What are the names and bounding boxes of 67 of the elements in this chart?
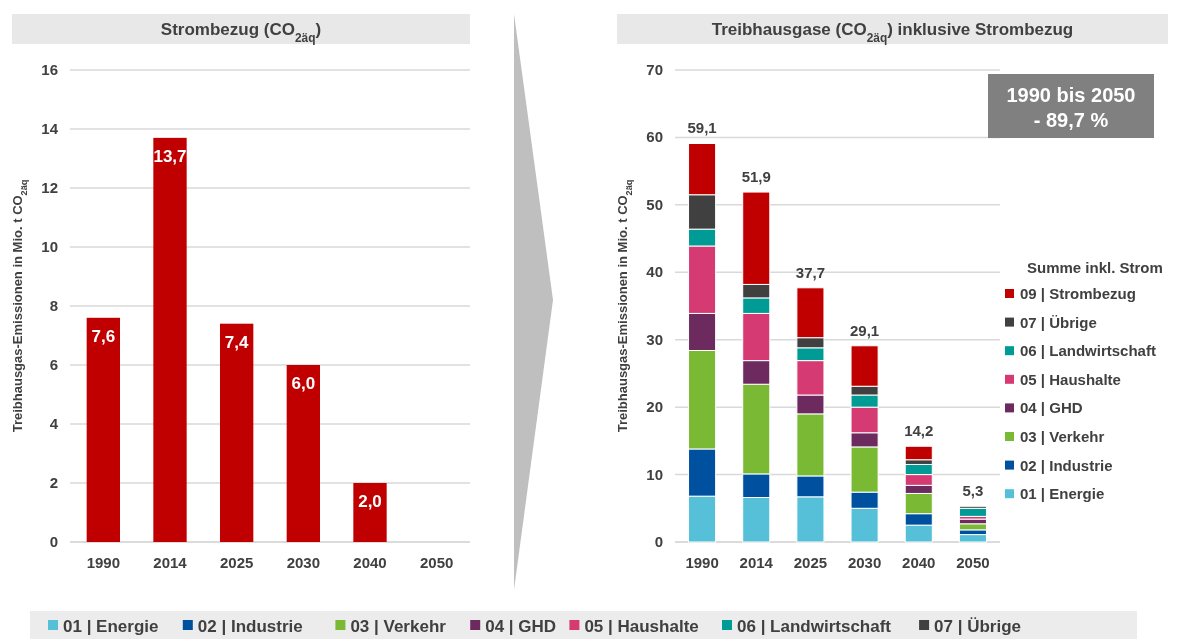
bar (153, 137, 187, 542)
chart-title: Strombezug (CO$_{2äq}$) (160, 20, 322, 45)
y-tick-label: 10 (41, 238, 58, 255)
y-tick-label: 30 (646, 330, 663, 348)
bar (286, 365, 320, 542)
y-tick-label: 4 (49, 415, 59, 432)
total-label: 59,1 (687, 119, 717, 137)
y-tick-label: 10 (646, 465, 663, 483)
legend-label: 03 | Verkehr (1020, 428, 1105, 445)
x-tick-label: 2040 (902, 554, 936, 571)
y-tick-label: 2 (49, 474, 58, 491)
total-label: 51,9 (741, 168, 771, 186)
y-tick-label: 40 (646, 263, 663, 281)
x-tick-label: 2030 (847, 554, 882, 571)
y-tick-label: 16 (41, 61, 58, 78)
y-tick-label: 60 (646, 128, 663, 146)
text: 05 | Haushalte (584, 617, 699, 636)
legend-label: 07 | Übrige (1020, 313, 1097, 331)
text: 06 | Landwirtschaft (737, 617, 892, 636)
legend-label: 05 | Haushalte (1020, 370, 1121, 388)
legend-title: Summe inkl. Strom (1027, 259, 1163, 276)
bar (904, 445, 933, 461)
x-tick-label: 1990 (86, 554, 121, 571)
bar (86, 317, 120, 542)
y-tick-label: 14 (41, 120, 59, 137)
legend-label: 04 | GHD (1020, 399, 1083, 417)
y-tick-label: 0 (654, 533, 663, 550)
x-tick-label: 2030 (286, 554, 321, 571)
x-tick-label: 1990 (685, 554, 719, 571)
data-label: 6,0 (291, 374, 316, 393)
y-tick-label: 50 (646, 195, 663, 213)
x-tick-label: 2014 (153, 554, 188, 571)
legend-label: 09 | Strombezug (1020, 285, 1136, 302)
data-label: 7,6 (91, 326, 116, 346)
text: 07 | Übrige (934, 617, 1022, 636)
text: 04 | GHD (485, 617, 557, 636)
total-label: 29,1 (849, 321, 880, 339)
x-tick-label: 2025 (793, 554, 828, 571)
x-tick-label: 2040 (353, 554, 387, 571)
total-label: 5,3 (962, 482, 984, 500)
total-label: 14,2 (904, 422, 934, 440)
data-label: 7,4 (224, 332, 250, 352)
y-tick-label: 8 (49, 297, 58, 314)
y-tick-label: 20 (646, 398, 663, 416)
y-tick-label: 70 (646, 61, 663, 78)
bar (958, 523, 987, 531)
legend-label: 02 | Industrie (1020, 456, 1113, 474)
y-tick-label: 0 (49, 533, 58, 550)
x-tick-label: 2050 (956, 554, 990, 571)
total-label: 37,7 (795, 263, 826, 281)
data-label: 2,0 (358, 492, 382, 511)
text: 02 | Industrie (197, 617, 303, 636)
bar (220, 323, 254, 542)
text: 1990 bis 2050 - 89,7 % (1006, 84, 1136, 131)
text: 03 | Verkehr (350, 617, 446, 636)
data-label: 13,7 (153, 146, 187, 166)
x-tick-label: 2050 (419, 554, 454, 571)
x-tick-label: 2014 (739, 554, 774, 571)
legend-label: 06 | Landwirtschaft (1020, 342, 1156, 360)
bar (958, 534, 987, 543)
bar (353, 483, 387, 542)
legend-label: 01 | Energie (1020, 485, 1105, 503)
y-tick-label: 12 (41, 179, 58, 196)
x-tick-label: 2025 (219, 554, 254, 571)
y-tick-label: 6 (49, 356, 58, 373)
chart-title: Treibhausgase (CO$_{2äq}$) inklusive Strombezug (711, 20, 1074, 45)
text: 01 | Energie (63, 617, 159, 636)
